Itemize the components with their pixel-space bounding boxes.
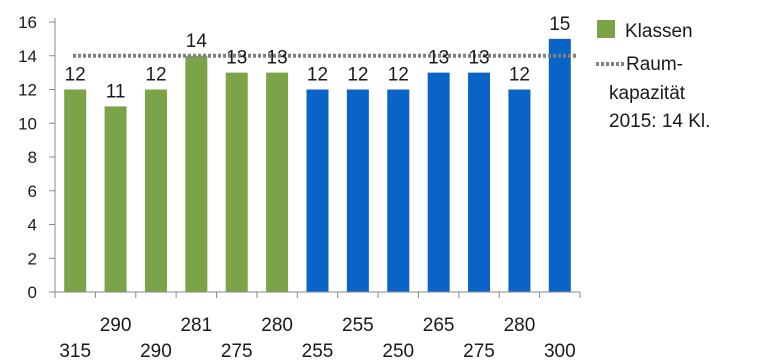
x-category-label: 265 [423,315,455,336]
x-category-label: 280 [261,315,293,336]
y-tick-label: 4 [28,216,37,235]
bar [225,72,248,292]
bar [427,72,450,292]
bar [346,89,369,292]
x-category-label: 315 [59,341,91,362]
x-category-label: 290 [100,315,132,336]
x-category-label: 281 [180,315,212,336]
bar [508,89,531,292]
bar [387,89,410,292]
data-labels: 12 11 12 14 13 13 12 12 12 13 13 12 15 [65,14,571,103]
y-tick-label: 8 [28,148,37,167]
bar [144,89,167,292]
x-category-label: 280 [504,315,536,336]
x-axis: 315 290 290 281 275 280 255 255 250 265 275 280 300 [54,291,581,362]
bar [468,72,491,292]
y-tick-label: 16 [18,13,37,32]
x-category-label: 250 [382,341,414,362]
bar-value-label: 12 [145,65,166,86]
y-tick-label: 10 [18,114,37,133]
bar-value-label: 12 [347,65,368,86]
bar-value-label: 14 [186,31,208,52]
bars [64,38,571,292]
bar [306,89,329,292]
legend: Klassen Raum- kapazität 2015: 14 Kl. [596,20,710,132]
bar [548,38,571,292]
x-category-label: 275 [463,341,495,362]
bar-value-label: 11 [106,81,126,102]
y-tick-label: 14 [18,47,37,66]
legend-line-label-3: 2015: 14 Kl. [609,111,710,132]
bar [64,89,87,292]
bar [266,72,289,292]
legend-bars-label: Klassen [625,21,693,42]
legend-bars-swatch [597,20,615,38]
y-tick-label: 12 [18,81,37,100]
y-tick-label: 6 [28,182,37,201]
y-tick-label: 2 [28,249,37,268]
x-category-label: 275 [221,341,253,362]
x-category-label: 300 [544,341,576,362]
legend-line-label-2: kapazität [609,83,686,104]
bar-value-label: 15 [549,14,570,35]
bar [104,106,127,292]
bar-value-label: 13 [428,48,449,69]
bar [185,55,208,292]
x-category-label: 255 [342,315,374,336]
bar-value-label: 12 [388,65,409,86]
legend-line-label-1: Raum- [626,54,683,75]
bar-value-label: 12 [307,65,328,86]
bar-value-label: 12 [509,65,530,86]
bar-value-label: 13 [267,48,288,69]
x-category-label: 290 [140,341,172,362]
y-axis: 0 2 4 6 8 10 12 14 16 [18,13,56,302]
bar-value-label: 13 [468,48,489,69]
bar-value-label: 12 [65,65,86,86]
y-tick-label: 0 [28,283,37,302]
bar-value-label: 13 [226,48,247,69]
x-category-label: 255 [302,341,334,362]
